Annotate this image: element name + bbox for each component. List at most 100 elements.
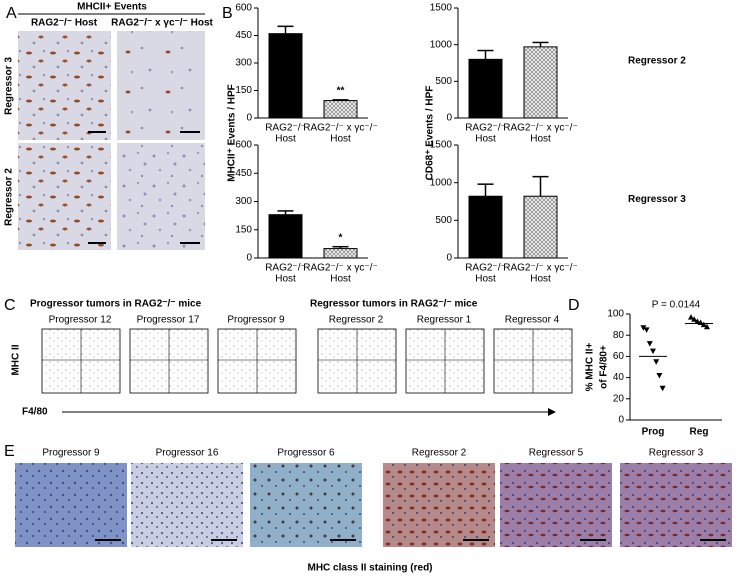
y-tick-label: 600 — [235, 140, 252, 151]
micrograph — [18, 31, 111, 140]
scale-bars — [88, 131, 200, 244]
bar — [468, 58, 503, 119]
data-point — [659, 385, 666, 392]
bar — [468, 195, 503, 259]
y-axis-label: % MHC II+ — [585, 343, 596, 392]
side-label: Regressor 3 — [628, 194, 686, 205]
x-tick-label: Host — [530, 134, 551, 145]
panel-label: D — [568, 297, 580, 314]
x-tick-label: Host — [275, 274, 296, 285]
data-point — [694, 318, 701, 324]
micrograph — [131, 463, 243, 547]
x-tick-label: RAG2⁻/⁻ — [265, 123, 306, 134]
data-point — [700, 321, 707, 328]
x-tick-label: Host — [530, 274, 551, 285]
data-point — [646, 341, 653, 347]
y-tick-label: 500 — [435, 76, 452, 87]
side-label: Regressor 2 — [628, 56, 686, 67]
plot-title: Regressor 4 — [505, 315, 560, 326]
bar — [323, 100, 358, 119]
x-tick-label: Host — [330, 134, 351, 145]
data-point — [656, 372, 663, 379]
y-tick-label: 1500 — [430, 3, 453, 14]
data-point — [688, 314, 694, 320]
y-tick-label: 20 — [613, 393, 625, 404]
micrograph — [117, 143, 205, 250]
y-tick-label: 80 — [613, 330, 625, 341]
data-point — [653, 359, 660, 365]
y-tick-label: 1500 — [430, 140, 453, 151]
x-tick-label: Prog — [642, 427, 665, 438]
chart-title: P = 0.0144 — [652, 300, 701, 311]
micrograph — [117, 31, 205, 140]
y-tick-label: 0 — [618, 415, 624, 426]
y-tick-label: 450 — [235, 168, 252, 179]
x-tick-label: RAG2⁻/⁻ x γc⁻/⁻ — [303, 263, 377, 274]
row-label: Regressor 2 — [4, 168, 15, 226]
y-axis-label: MHCII⁺ Events / HPF — [227, 84, 238, 182]
panel-label: A — [6, 5, 17, 22]
data-point — [640, 325, 647, 331]
data-point — [704, 323, 710, 330]
x-tick-label: RAG2⁻/⁻ x γc⁻/⁻ — [503, 263, 577, 274]
y-tick-label: 450 — [235, 30, 252, 41]
panel-label: B — [222, 5, 233, 22]
y-axis-label: of F4/80+ — [599, 345, 610, 389]
x-tick-label: RAG2⁻/⁻ — [265, 263, 306, 274]
x-tick-label: Host — [475, 134, 496, 145]
group-header: Regressor tumors in RAG2⁻/⁻ mice — [310, 299, 478, 310]
micrograph — [500, 463, 612, 547]
image-title: Regressor 5 — [529, 448, 584, 459]
y-tick-label: 150 — [235, 224, 252, 235]
x-tick-label: Host — [330, 274, 351, 285]
ihc-images: Progressor 9 Progressor 16 Progressor 6 Reg… — [15, 448, 732, 547]
y-tick-label: 0 — [446, 253, 452, 264]
y-tick-label: 40 — [613, 372, 625, 383]
panel-label: C — [4, 297, 16, 314]
x-tick-label: Host — [275, 134, 296, 145]
axis-label: MHC II — [11, 344, 22, 375]
x-tick-label: RAG2⁻/⁻ — [465, 123, 506, 134]
plot-title: Progressor 9 — [227, 315, 285, 326]
image-title: Progressor 16 — [156, 448, 219, 459]
y-tick-label: 300 — [235, 196, 252, 207]
data-point — [650, 348, 656, 355]
y-tick-label: 1000 — [430, 39, 453, 50]
micrograph — [620, 463, 732, 547]
y-tick-label: 60 — [613, 351, 625, 362]
image-title: Progressor 6 — [277, 448, 335, 459]
micrograph — [15, 463, 127, 547]
x-tick-label: RAG2⁻/⁻ — [465, 263, 506, 274]
plot-title: Regressor 2 — [329, 315, 384, 326]
bar — [268, 33, 303, 119]
y-tick-label: 300 — [235, 58, 252, 69]
micrograph — [383, 463, 495, 547]
flow-plots: Progressor 12 Progressor 17 Progressor 9 Re… — [41, 315, 573, 394]
x-tick-label: Reg — [690, 427, 709, 438]
significance: * — [339, 232, 343, 243]
y-tick-label: 0 — [446, 113, 452, 124]
plot-title: Progressor 12 — [49, 315, 112, 326]
data-point — [643, 327, 650, 333]
axis-label: F4/80 — [22, 407, 48, 418]
bar — [523, 195, 558, 259]
y-tick-label: 600 — [235, 3, 252, 14]
bar — [268, 214, 303, 259]
y-tick-label: 0 — [246, 253, 252, 264]
y-tick-label: 100 — [607, 309, 624, 320]
x-tick-label: RAG2⁻/⁻ x γc⁻/⁻ — [303, 123, 377, 134]
data-point — [691, 316, 698, 322]
panel-header: MHCII+ Events — [77, 2, 147, 13]
row-label: Regressor 3 — [4, 57, 15, 115]
caption: MHC class II staining (red) — [307, 563, 432, 574]
column-label: RAG2⁻/⁻ x γc⁻/⁻ Host — [111, 18, 213, 29]
group-header: Progressor tumors in RAG2⁻/⁻ mice — [30, 299, 202, 310]
image-title: Regressor 3 — [649, 448, 704, 459]
y-tick-label: 0 — [246, 113, 252, 124]
plot-title: Progressor 17 — [137, 315, 200, 326]
panel-label: E — [4, 443, 15, 460]
column-label: RAG2⁻/⁻ Host — [31, 18, 98, 29]
y-tick-label: 1000 — [430, 177, 453, 188]
micrograph — [250, 463, 362, 547]
